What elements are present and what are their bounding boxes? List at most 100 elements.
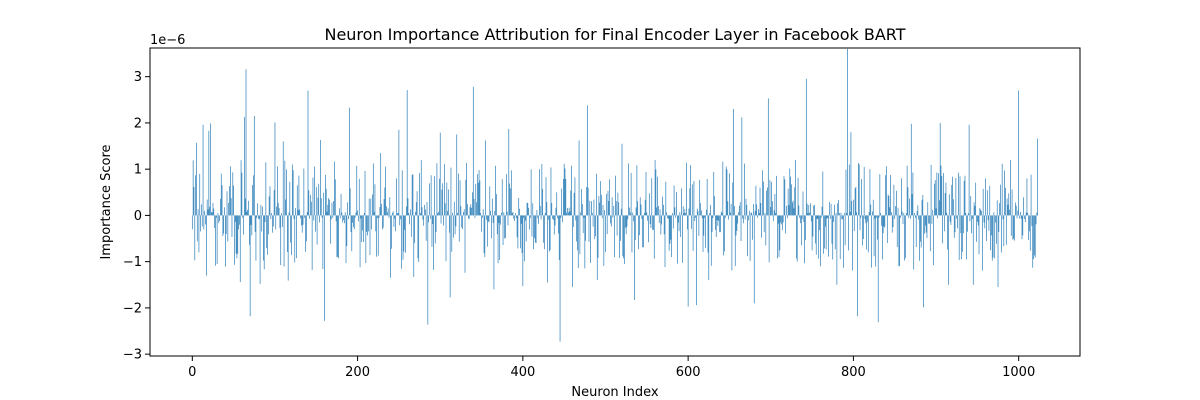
bar (325, 188, 327, 216)
bar (740, 215, 742, 242)
bar (961, 215, 962, 260)
bar (529, 215, 530, 230)
bar (214, 215, 215, 228)
bar (414, 215, 415, 244)
bar (634, 215, 635, 301)
bar (209, 206, 210, 216)
bar (229, 166, 231, 216)
bar (227, 215, 229, 242)
bar (196, 142, 197, 216)
bar (623, 215, 625, 259)
bar (243, 215, 244, 235)
bar (229, 186, 230, 216)
bar (329, 199, 330, 216)
bar (481, 215, 482, 232)
bar (244, 116, 245, 216)
bar (701, 210, 702, 216)
bar (873, 215, 875, 257)
bar (829, 215, 831, 219)
bar (420, 160, 422, 216)
bar (899, 215, 901, 266)
bar (315, 215, 316, 232)
bar (939, 200, 940, 216)
bar (744, 215, 746, 220)
bar (924, 215, 926, 226)
bar (668, 215, 670, 251)
bar (1029, 215, 1030, 232)
bar (800, 215, 801, 224)
bar (515, 215, 517, 219)
bar (339, 208, 340, 216)
bar (609, 179, 610, 216)
bar (857, 215, 858, 317)
bar (824, 215, 825, 249)
bar (236, 215, 238, 259)
bar (1020, 215, 1022, 219)
bar (1024, 215, 1025, 219)
bar (249, 215, 251, 317)
bar (563, 163, 565, 216)
bar (239, 215, 241, 282)
bar (424, 204, 425, 216)
bar (331, 202, 333, 216)
bar (288, 212, 290, 216)
bar (909, 198, 910, 216)
bar (534, 215, 535, 239)
bar (384, 187, 386, 216)
bar (575, 215, 577, 221)
bar (284, 160, 286, 216)
bar (596, 215, 598, 281)
bar (496, 194, 497, 216)
bar (739, 205, 740, 216)
bar (640, 204, 642, 216)
y-offset-label: 1e−6 (150, 33, 185, 48)
bar (634, 215, 636, 241)
bar (843, 215, 844, 268)
bar (953, 215, 955, 238)
bar (678, 215, 680, 232)
bar (400, 215, 401, 220)
bar (988, 215, 990, 231)
bar (548, 215, 550, 252)
bar (491, 215, 492, 239)
bar (895, 206, 896, 216)
bar (404, 215, 406, 230)
bar (314, 166, 315, 216)
bar (860, 215, 862, 218)
bar (806, 203, 808, 216)
bar (274, 122, 276, 216)
bar (501, 179, 503, 216)
bar (815, 215, 817, 255)
bar (486, 215, 487, 220)
bar (264, 215, 266, 223)
bar (542, 188, 544, 216)
bar (1034, 215, 1036, 258)
bar (370, 198, 372, 216)
bar (482, 215, 483, 218)
bar (352, 215, 353, 223)
bar (628, 163, 629, 216)
bar (536, 210, 538, 216)
bar (377, 215, 379, 256)
bar (852, 215, 853, 271)
bar (393, 215, 395, 227)
y-tick-label: 3 (134, 70, 142, 85)
y-tick-label: −3 (123, 348, 142, 363)
bar (986, 190, 988, 216)
bar (604, 210, 605, 216)
bar (524, 215, 525, 262)
bar (275, 215, 277, 230)
bar (691, 215, 692, 229)
bar (901, 178, 902, 216)
bar (490, 210, 491, 216)
bar (556, 192, 558, 216)
bar (698, 215, 700, 236)
bar (918, 215, 920, 220)
bar (271, 213, 272, 216)
plot-area-frame (149, 47, 1081, 357)
bar (300, 215, 301, 219)
bar (354, 215, 356, 218)
bar (260, 204, 262, 216)
bar (326, 211, 328, 216)
bar (825, 215, 827, 250)
